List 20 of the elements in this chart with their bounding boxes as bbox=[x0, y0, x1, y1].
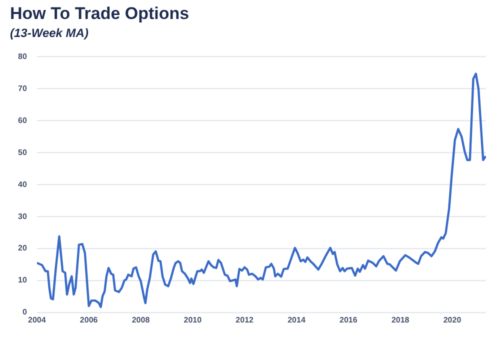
y-tick-label: 80 bbox=[18, 52, 28, 62]
x-tick-label: 2010 bbox=[184, 315, 202, 324]
x-tick-label: 2006 bbox=[80, 315, 98, 324]
chart-title: How To Trade Options bbox=[10, 4, 190, 24]
y-tick-label: 10 bbox=[18, 276, 28, 285]
x-tick-label: 2016 bbox=[340, 315, 358, 324]
y-tick-label: 0 bbox=[22, 308, 28, 317]
x-tick-label: 2012 bbox=[236, 315, 254, 324]
x-tick-label: 2020 bbox=[443, 315, 462, 324]
x-tick-label: 2004 bbox=[28, 315, 46, 324]
y-tick-label: 70 bbox=[18, 84, 28, 93]
chart-subtitle: (13-Week MA) bbox=[10, 26, 88, 40]
y-tick-label: 20 bbox=[18, 244, 28, 253]
x-tick-label: 2018 bbox=[391, 315, 410, 324]
x-tick-label: 2014 bbox=[288, 315, 306, 324]
y-tick-label: 40 bbox=[18, 180, 28, 189]
y-tick-label: 30 bbox=[18, 212, 28, 221]
y-tick-label: 60 bbox=[18, 116, 28, 125]
x-tick-label: 2008 bbox=[132, 315, 150, 324]
y-tick-label: 50 bbox=[18, 148, 28, 157]
